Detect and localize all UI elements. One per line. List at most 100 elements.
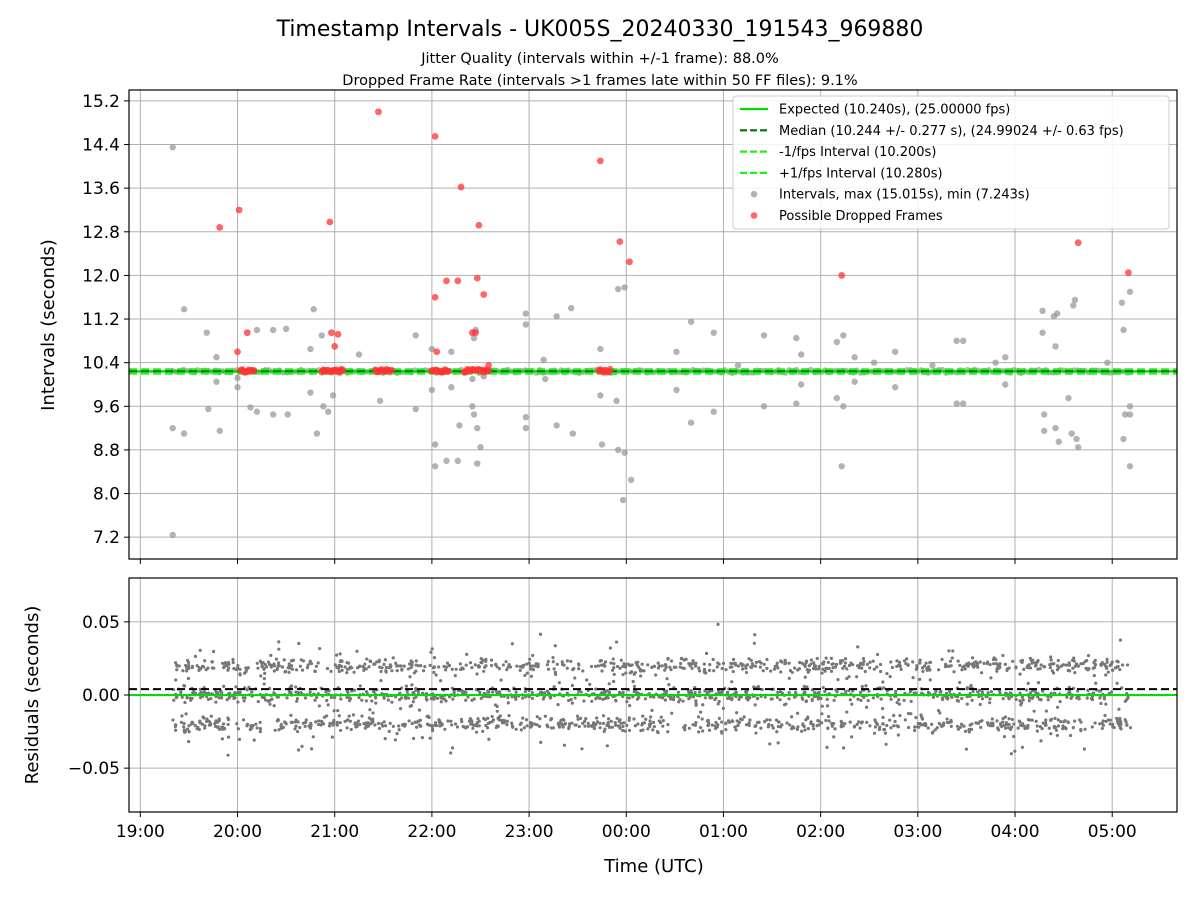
residual-point: [1079, 662, 1083, 666]
residual-point: [1111, 722, 1115, 726]
residual-point: [614, 640, 619, 644]
residual-point: [747, 721, 751, 725]
residual-point: [858, 726, 862, 730]
residual-point: [930, 731, 935, 735]
residual-point: [630, 670, 634, 674]
residual-point: [696, 715, 701, 719]
residual-point: [601, 714, 606, 718]
residual-point: [799, 729, 804, 733]
residual-point: [386, 698, 390, 702]
residual-point: [294, 724, 298, 728]
residual-point: [671, 697, 676, 702]
residual-point: [919, 713, 923, 717]
residual-point: [733, 725, 737, 729]
residual-point: [611, 668, 615, 672]
interval-point: [522, 321, 530, 328]
bottom-y-axis-label: Residuals (seconds): [22, 606, 43, 785]
residual-point: [1068, 669, 1072, 673]
residual-point: [922, 664, 927, 668]
residual-point: [567, 724, 571, 728]
residual-point: [295, 697, 300, 701]
residual-point: [349, 727, 353, 732]
residual-point: [1093, 665, 1097, 670]
residual-point: [380, 722, 384, 726]
residual-point: [196, 725, 200, 730]
residual-point: [1048, 718, 1053, 722]
residual-point: [227, 695, 232, 699]
legend-marker-swatch: [750, 190, 758, 198]
interval-point: [1126, 288, 1134, 295]
residual-point: [430, 647, 434, 651]
residual-point: [1100, 721, 1104, 725]
residual-point: [856, 645, 860, 649]
residual-point: [390, 669, 394, 673]
residual-point: [560, 660, 564, 664]
residual-point: [235, 722, 239, 726]
bottom-x-tick-label: 00:00: [602, 822, 651, 842]
residual-point: [332, 695, 337, 700]
residual-point: [1115, 665, 1119, 669]
residual-point: [1005, 667, 1009, 671]
residual-point: [263, 698, 268, 702]
residual-point: [450, 723, 454, 727]
residual-point: [499, 678, 503, 682]
residual-point: [1118, 716, 1122, 721]
interval-point: [1052, 343, 1059, 350]
residual-point: [798, 660, 802, 665]
residual-point: [250, 690, 254, 694]
residual-point: [988, 663, 992, 667]
top-plot: 7.2 8.0 8.8 9.6 10.4 11.2 12.0 12.8 13.6 14.4 15.2: [82, 89, 1178, 564]
residual-point: [1052, 724, 1056, 729]
residual-point: [511, 725, 515, 729]
residual-point: [676, 690, 680, 694]
residual-point: [1036, 658, 1040, 663]
residual-point: [921, 669, 925, 673]
residual-point: [632, 684, 637, 689]
residual-point: [1066, 720, 1070, 725]
residual-point: [187, 739, 191, 744]
residual-point: [238, 690, 242, 694]
residual-point: [295, 729, 300, 734]
residual-point: [449, 751, 453, 755]
residual-point: [546, 659, 550, 664]
residual-point: [437, 665, 441, 669]
residual-point: [947, 664, 951, 668]
residual-point: [1030, 718, 1034, 722]
residual-point: [439, 679, 443, 683]
interval-point: [213, 378, 220, 385]
residual-point: [327, 724, 332, 728]
interval-point: [953, 400, 960, 407]
bottom-plot-frame: [128, 577, 1178, 813]
residual-point: [710, 723, 714, 727]
residual-point: [825, 697, 829, 701]
residual-point: [402, 664, 406, 668]
residual-point: [242, 699, 246, 703]
legend-label: +1/fps Interval (10.280s): [779, 166, 943, 181]
residual-point: [482, 669, 486, 673]
residual-point: [298, 664, 302, 668]
residual-point: [893, 719, 897, 724]
residual-point: [318, 646, 322, 651]
residual-point: [694, 699, 698, 703]
dropped-frame-point: [596, 157, 604, 165]
residual-point: [711, 657, 715, 662]
residual-point: [521, 716, 525, 720]
residual-point: [826, 726, 830, 730]
residual-point: [754, 731, 758, 735]
residual-point: [825, 745, 829, 749]
residual-point: [892, 724, 896, 728]
residual-point: [414, 663, 418, 667]
residual-point: [268, 699, 272, 703]
residual-point: [244, 666, 248, 670]
residual-point: [1059, 720, 1063, 724]
residual-point: [421, 669, 426, 673]
residual-point: [883, 731, 887, 735]
dropped-frame-point: [433, 348, 441, 356]
residual-point: [262, 682, 266, 686]
residual-point: [654, 673, 658, 677]
residual-point: [595, 716, 599, 720]
residual-point: [648, 724, 652, 728]
residual-point: [198, 721, 203, 725]
dropped-frame-point: [606, 365, 614, 374]
residual-point: [478, 690, 482, 695]
